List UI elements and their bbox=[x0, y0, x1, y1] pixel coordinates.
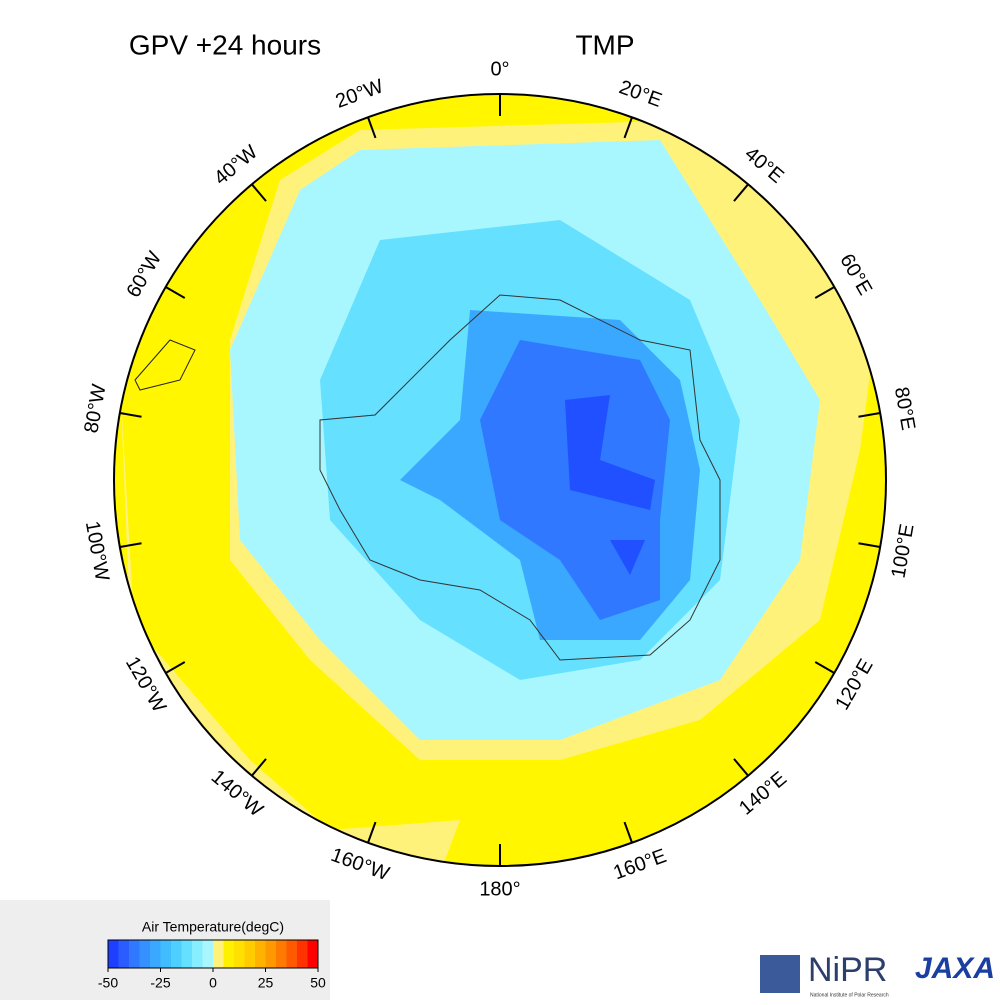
longitude-label: 100°E bbox=[887, 522, 918, 580]
colorbar-swatch bbox=[139, 940, 151, 968]
graticule-tick bbox=[858, 542, 881, 549]
longitude-label: 180° bbox=[479, 878, 520, 900]
longitude-label: 0° bbox=[490, 58, 509, 80]
colorbar-swatch bbox=[213, 940, 224, 968]
nipr-text: NiPR bbox=[808, 951, 887, 989]
colorbar-swatch bbox=[150, 940, 161, 968]
colorbar-swatch bbox=[223, 940, 235, 968]
graticule-tick bbox=[733, 758, 749, 777]
colorbar: -50 -25 0 25 50 bbox=[98, 939, 326, 991]
colorbar-swatch bbox=[181, 940, 193, 968]
graticule-tick bbox=[733, 183, 749, 202]
longitude-label: 160°E bbox=[611, 845, 670, 884]
colorbar-swatch bbox=[192, 940, 203, 968]
graticule-tick bbox=[119, 411, 142, 418]
nipr-subtitle: National Institute of Polar Research bbox=[810, 992, 889, 998]
graticule-tick bbox=[623, 821, 633, 844]
longitude-label: 100°W bbox=[81, 519, 113, 582]
colorbar-tick-label: -50 bbox=[98, 975, 118, 991]
colorbar-swatch bbox=[255, 940, 266, 968]
colorbar-swatch bbox=[244, 940, 256, 968]
colorbar-swatch bbox=[108, 940, 119, 968]
title: GPV +24 hours bbox=[129, 29, 321, 60]
map bbox=[114, 94, 886, 866]
longitude-label: 20°E bbox=[616, 76, 664, 112]
graticule-tick bbox=[251, 758, 267, 777]
colorbar-swatch bbox=[160, 940, 172, 968]
jaxa-logo: JAXA bbox=[915, 952, 995, 985]
graticule-tick bbox=[814, 286, 835, 299]
colorbar-tick-label: 0 bbox=[209, 975, 217, 991]
graticule-tick bbox=[814, 661, 835, 674]
south-america bbox=[134, 339, 196, 391]
colorbar-tick-label: -25 bbox=[150, 975, 170, 991]
longitude-label: 160°W bbox=[328, 844, 392, 885]
colorbar-swatch bbox=[118, 940, 130, 968]
colorbar-swatch bbox=[171, 940, 182, 968]
graticule-tick bbox=[165, 286, 186, 299]
colorbar-title: Air Temperature(degC) bbox=[142, 919, 284, 935]
longitude-label: 80°W bbox=[80, 382, 110, 434]
colorbar-tick-label: 50 bbox=[310, 975, 326, 991]
colorbar-swatch bbox=[202, 940, 214, 968]
longitude-label: 60°W bbox=[122, 248, 166, 302]
graticule-tick bbox=[858, 411, 881, 418]
colorbar-swatch bbox=[265, 940, 277, 968]
variable-label: TMP bbox=[575, 29, 634, 60]
graticule-tick bbox=[623, 116, 633, 139]
colorbar-swatch bbox=[286, 940, 298, 968]
colorbar-swatch bbox=[297, 940, 308, 968]
colorbar-swatch bbox=[276, 940, 287, 968]
graticule-tick bbox=[367, 116, 377, 139]
coastline bbox=[319, 294, 721, 661]
graticule-tick bbox=[367, 821, 377, 844]
nipr-logo: NiPR National Institute of Polar Researc… bbox=[760, 951, 889, 998]
graticule-tick bbox=[165, 661, 186, 674]
colorbar-tick-label: 25 bbox=[258, 975, 274, 991]
graticule-tick bbox=[251, 183, 267, 202]
longitude-label: 60°E bbox=[835, 250, 876, 299]
longitude-label: 40°E bbox=[740, 143, 788, 188]
coldest-area bbox=[565, 395, 655, 575]
longitude-label: 80°E bbox=[890, 385, 919, 432]
colorbar-swatch bbox=[129, 940, 140, 968]
colorbar-swatch bbox=[307, 940, 319, 968]
colorbar-swatch bbox=[234, 940, 245, 968]
nipr-icon bbox=[760, 955, 800, 993]
graticule-tick bbox=[119, 542, 142, 549]
longitude-label: 20°W bbox=[333, 75, 387, 113]
